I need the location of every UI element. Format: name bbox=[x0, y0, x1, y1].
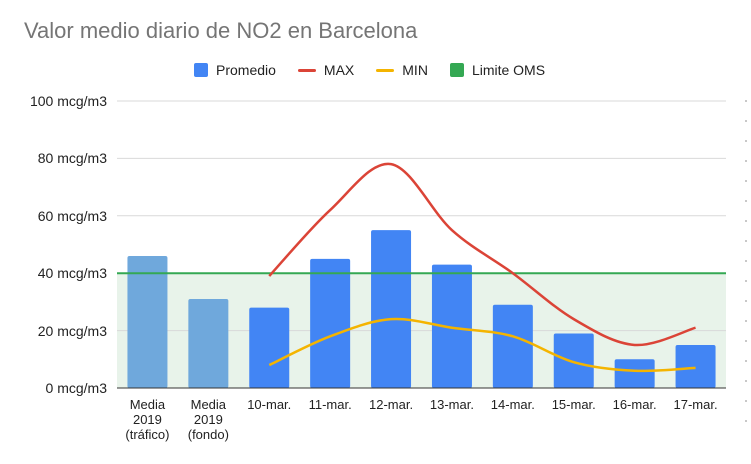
y-tick-label: 100 mcg/m3 bbox=[29, 93, 107, 109]
x-tick-label: Media 2019 (fondo) bbox=[168, 397, 248, 442]
x-tick-label-line: (fondo) bbox=[187, 427, 229, 442]
x-tick-label-line: 17-mar. bbox=[673, 397, 718, 412]
x-tick-label-line: 14-mar. bbox=[490, 397, 535, 412]
x-tick-label-line: 2019 bbox=[132, 412, 162, 427]
legend-item-limite-oms[interactable]: Limite OMS bbox=[449, 62, 546, 78]
x-tick-label: Media 2019 (tráfico) bbox=[107, 397, 187, 442]
x-tick-label-line: 10-mar. bbox=[247, 397, 292, 412]
x-tick-label-line: 15-mar. bbox=[551, 397, 596, 412]
y-tick-label: 80 mcg/m3 bbox=[37, 150, 107, 167]
x-tick-label-line: 2019 bbox=[193, 412, 223, 427]
x-tick-label: 14-mar. bbox=[473, 397, 553, 412]
x-tick-label: 11-mar. bbox=[290, 397, 370, 412]
x-tick-label-line: 16-mar. bbox=[612, 397, 657, 412]
x-tick-label: 12-mar. bbox=[351, 397, 431, 412]
x-tick-label: 10-mar. bbox=[229, 397, 309, 412]
legend-swatch-min bbox=[376, 68, 395, 72]
chart-title: Valor medio diario de NO2 en Barcelona bbox=[24, 18, 418, 43]
x-tick-label-line: Media bbox=[129, 397, 166, 412]
legend-label-limite-oms: Limite OMS bbox=[471, 62, 546, 78]
x-tick-label: 15-mar. bbox=[534, 397, 614, 412]
legend-swatch-max bbox=[297, 68, 316, 72]
bar-12-mar- bbox=[371, 230, 412, 388]
legend-item-min[interactable]: MIN bbox=[376, 62, 428, 78]
chart-legend: Promedio MAX MIN Limite OMS bbox=[194, 62, 545, 78]
y-tick-label: 0 mcg/m3 bbox=[45, 380, 107, 396]
x-tick-label-line: Media bbox=[190, 397, 227, 412]
y-tick-label: 40 mcg/m3 bbox=[37, 265, 107, 282]
legend-swatch-limite-oms bbox=[449, 63, 464, 77]
legend-label-promedio: Promedio bbox=[216, 62, 276, 78]
x-tick-label-line: 11-mar. bbox=[308, 397, 352, 412]
bar-13-mar- bbox=[431, 264, 472, 388]
legend-label-max: MAX bbox=[323, 62, 355, 78]
legend-item-promedio[interactable]: Promedio bbox=[194, 62, 276, 78]
y-tick-label: 20 mcg/m3 bbox=[37, 322, 107, 339]
legend-swatch-promedio bbox=[194, 63, 208, 77]
x-tick-label-line: (tráfico) bbox=[125, 427, 170, 442]
bar-17-mar- bbox=[675, 344, 716, 388]
bar-11-mar- bbox=[310, 258, 351, 388]
legend-item-max[interactable]: MAX bbox=[297, 62, 355, 78]
bar-media-2019-fondo- bbox=[188, 299, 229, 388]
y-tick-label: 60 mcg/m3 bbox=[37, 207, 107, 224]
bar-media-2019-tr-fico- bbox=[127, 255, 168, 388]
series-line-min bbox=[268, 317, 696, 373]
x-tick-label: 16-mar. bbox=[595, 397, 675, 412]
bar-16-mar- bbox=[614, 359, 655, 388]
x-tick-label-line: 12-mar. bbox=[369, 397, 414, 412]
x-tick-label: 17-mar. bbox=[656, 397, 736, 412]
bar-10-mar- bbox=[249, 307, 290, 388]
x-tick-label: 13-mar. bbox=[412, 397, 492, 412]
scroll-edge-dots bbox=[745, 100, 747, 430]
bar-14-mar- bbox=[492, 304, 533, 388]
legend-label-min: MIN bbox=[402, 62, 428, 78]
series-line-max bbox=[268, 162, 696, 347]
x-tick-label-line: 13-mar. bbox=[429, 397, 474, 412]
bar-15-mar- bbox=[553, 333, 594, 388]
